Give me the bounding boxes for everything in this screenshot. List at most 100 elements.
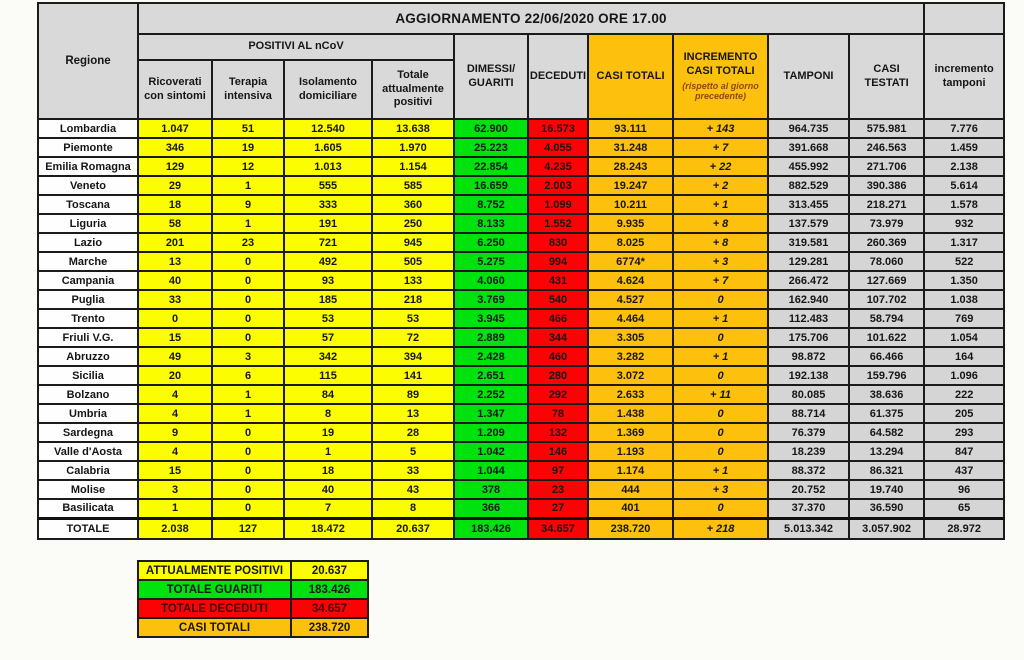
incremento-casi-note: (rispetto al giorno precedente) [682, 80, 759, 102]
cell-casi-totali: 1.438 [587, 403, 674, 424]
cell-terapia-intensiva: 6 [211, 365, 285, 386]
cell-casi-totali: 10.211 [587, 194, 674, 215]
cell-casi-totali: 4.624 [587, 270, 674, 291]
cell-totale-positivi: 13.638 [371, 118, 455, 139]
cell-casi-totali: 1.369 [587, 422, 674, 443]
cell-casi-totali: 3.282 [587, 346, 674, 367]
cell-incremento-tamponi: 7.776 [923, 118, 1006, 139]
cell-tamponi: 80.085 [767, 384, 850, 405]
cell-incremento-tamponi: 222 [923, 384, 1006, 405]
column-header-casi-totali: CASI TOTALI [587, 33, 674, 120]
summary-row: TOTALE GUARITI 183.426 [137, 579, 369, 600]
cell-deceduti: 292 [527, 384, 589, 405]
cell-incremento-tamponi: 437 [923, 460, 1006, 481]
cell-incremento-casi: + 1 [672, 460, 769, 481]
column-header-incremento-casi: INCREMENTO CASI TOTALI (rispetto al gior… [672, 33, 769, 120]
cell-dimessi-guariti: 2.428 [453, 346, 529, 367]
cell-regione: TOTALE [37, 516, 139, 540]
cell-deceduti: 1.099 [527, 194, 589, 215]
cell-totale-positivi: 53 [371, 308, 455, 329]
cell-isolamento-domiciliare: 19 [283, 422, 373, 443]
cell-totale-positivi: 394 [371, 346, 455, 367]
cell-incremento-casi: + 1 [672, 308, 769, 329]
cell-isolamento-domiciliare: 18.472 [283, 516, 373, 540]
cell-dimessi-guariti: 6.250 [453, 232, 529, 253]
cell-totale-positivi: 133 [371, 270, 455, 291]
cell-casi-totali: 444 [587, 479, 674, 500]
cell-casi-testati: 78.060 [847, 251, 926, 272]
cell-incremento-casi: 0 [672, 422, 769, 443]
summary-body: ATTUALMENTE POSITIVI 20.637 TOTALE GUARITI… [137, 560, 369, 638]
cell-totale-positivi: 28 [371, 422, 455, 443]
column-header-regione: Regione [37, 2, 139, 120]
cell-terapia-intensiva: 0 [211, 460, 285, 481]
cell-incremento-tamponi: 2.138 [923, 156, 1006, 177]
summary-label: TOTALE DECEDUTI [137, 598, 292, 619]
cell-incremento-casi: + 11 [672, 384, 769, 405]
cell-casi-testati: 107.702 [847, 289, 926, 310]
region-row: Puglia 33 0 185 218 3.769 540 4.527 0 162.940 107.… [37, 289, 1006, 310]
cell-incremento-casi: + 8 [672, 213, 769, 234]
cell-incremento-tamponi: 65 [923, 498, 1006, 519]
cell-totale-positivi: 1.970 [371, 137, 455, 158]
cell-dimessi-guariti: 1.209 [453, 422, 529, 443]
column-header-incremento-tamponi: incremento tamponi [923, 33, 1006, 120]
cell-isolamento-domiciliare: 1 [283, 441, 373, 462]
group-header-row: POSITIVI AL nCoV DIMESSI/ GUARITI DECEDU… [38, 33, 1006, 120]
cell-totale-positivi: 13 [371, 403, 455, 424]
cell-tamponi: 88.372 [767, 460, 850, 481]
cell-regione: Calabria [37, 460, 139, 481]
cell-totale-positivi: 585 [371, 175, 455, 196]
cell-incremento-tamponi: 28.972 [923, 516, 1006, 540]
page-title: AGGIORNAMENTO 22/06/2020 ORE 17.00 [136, 2, 926, 35]
cell-totale-positivi: 505 [371, 251, 455, 272]
cell-casi-totali: 1.174 [587, 460, 674, 481]
region-row: Sicilia 20 6 115 141 2.651 280 3.072 0 192.138 159… [37, 365, 1006, 386]
cell-ricoverati: 129 [137, 156, 213, 177]
cell-regione: Toscana [37, 194, 139, 215]
cell-isolamento-domiciliare: 93 [283, 270, 373, 291]
summary-row: CASI TOTALI 238.720 [137, 617, 369, 638]
cell-deceduti: 431 [527, 270, 589, 291]
cell-dimessi-guariti: 3.945 [453, 308, 529, 329]
cell-regione: Lombardia [37, 118, 139, 139]
cell-tamponi: 882.529 [767, 175, 850, 196]
covid-regions-table: Regione AGGIORNAMENTO 22/06/2020 ORE 17.… [37, 2, 1006, 540]
cell-regione: Emilia Romagna [37, 156, 139, 177]
cell-tamponi: 192.138 [767, 365, 850, 386]
summary-table: ATTUALMENTE POSITIVI 20.637 TOTALE GUARITI… [137, 560, 369, 638]
cell-incremento-casi: + 143 [672, 118, 769, 139]
cell-isolamento-domiciliare: 492 [283, 251, 373, 272]
cell-dimessi-guariti: 8.752 [453, 194, 529, 215]
region-row: Marche 13 0 492 505 5.275 994 6774* + 3 129.281 78… [37, 251, 1006, 272]
column-header-terapia-intensiva: Terapia intensiva [211, 59, 285, 120]
cell-terapia-intensiva: 19 [211, 137, 285, 158]
region-row: Valle d'Aosta 4 0 1 5 1.042 146 1.193 0 18.239 13.… [37, 441, 1006, 462]
region-row: Bolzano 4 1 84 89 2.252 292 2.633 + 11 80.085 38.6… [37, 384, 1006, 405]
summary-row: ATTUALMENTE POSITIVI 20.637 [137, 560, 369, 581]
cell-casi-totali: 3.072 [587, 365, 674, 386]
cell-totale-positivi: 20.637 [371, 516, 455, 540]
cell-terapia-intensiva: 0 [211, 251, 285, 272]
cell-regione: Sicilia [37, 365, 139, 386]
cell-terapia-intensiva: 12 [211, 156, 285, 177]
cell-terapia-intensiva: 1 [211, 175, 285, 196]
region-row: Calabria 15 0 18 33 1.044 97 1.174 + 1 88.372 86.3… [37, 460, 1006, 481]
cell-tamponi: 964.735 [767, 118, 850, 139]
cell-casi-testati: 101.622 [847, 327, 926, 348]
cell-casi-testati: 218.271 [847, 194, 926, 215]
cell-tamponi: 5.013.342 [767, 516, 850, 540]
cell-totale-positivi: 1.154 [371, 156, 455, 177]
cell-tamponi: 137.579 [767, 213, 850, 234]
cell-totale-positivi: 89 [371, 384, 455, 405]
column-header-dimessi-guariti: DIMESSI/ GUARITI [453, 33, 529, 120]
region-row: Emilia Romagna 129 12 1.013 1.154 22.854 4.235… [37, 156, 1006, 177]
summary-value: 238.720 [290, 617, 369, 638]
cell-casi-totali: 238.720 [587, 516, 674, 540]
cell-terapia-intensiva: 0 [211, 327, 285, 348]
cell-casi-totali: 31.248 [587, 137, 674, 158]
summary-value: 20.637 [290, 560, 369, 581]
cell-casi-totali: 1.193 [587, 441, 674, 462]
table-body: Lombardia 1.047 51 12.540 13.638 62.900 16.573… [37, 118, 1006, 540]
